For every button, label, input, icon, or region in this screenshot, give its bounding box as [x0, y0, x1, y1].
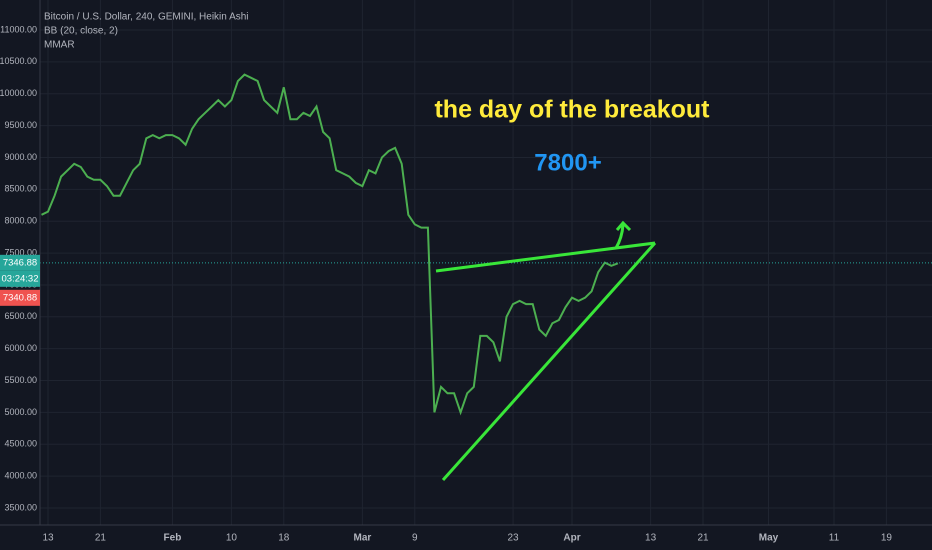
x-tick-label: 13	[42, 533, 54, 544]
y-tick-label: 3500.00	[4, 502, 37, 512]
price-tag-label: 7346.88	[3, 257, 37, 268]
annotation: the day of the breakout	[434, 96, 710, 124]
y-tick-label: 9000.00	[4, 152, 37, 162]
marks	[40, 73, 932, 416]
close-tag-label: 7340.88	[3, 292, 37, 303]
x-tick-label: Apr	[563, 533, 580, 544]
x-tick-label: 23	[507, 533, 519, 544]
y-tick-label: 6500.00	[4, 311, 37, 321]
y-tick-label: 8000.00	[4, 216, 37, 226]
countdown-tag	[0, 270, 40, 287]
price-tag	[0, 254, 40, 271]
close-tag	[0, 289, 40, 306]
y-tick-label: 10000.00	[0, 88, 37, 98]
x-tick-label: May	[759, 533, 779, 544]
chart-title: Bitcoin / U.S. Dollar, 240, GEMINI, Heik…	[44, 12, 249, 23]
y-tick-label: 10500.00	[0, 56, 37, 66]
x-tick-label: 11	[829, 533, 840, 544]
x-tick-label: 21	[95, 533, 107, 544]
trend-line	[435, 241, 656, 273]
x-tick-label: 9	[412, 533, 418, 544]
y-tick-label: 6000.00	[4, 343, 37, 353]
x-tick-label: Feb	[164, 533, 182, 544]
y-tick-label: 8500.00	[4, 184, 37, 194]
y-tick-label: 4500.00	[4, 439, 37, 449]
y-tick-label: 5500.00	[4, 375, 37, 385]
indicator: BB (20, close, 2)	[44, 26, 118, 37]
x-tick-label: 21	[697, 533, 709, 544]
countdown-label: 03:24:32	[2, 273, 39, 284]
price-line	[41, 73, 619, 416]
x-tick-label: 18	[278, 533, 290, 544]
annotation: 7800+	[534, 149, 601, 176]
y-tick-label: 9500.00	[4, 120, 37, 130]
y-tick-label: 7500.00	[4, 247, 37, 257]
arrow	[614, 220, 632, 249]
x-tick-label: 13	[645, 533, 657, 544]
x-tick-label: 19	[881, 533, 893, 544]
x-tick-label: 10	[226, 533, 238, 544]
trend-line	[441, 241, 657, 482]
indicator: MMAR	[44, 40, 75, 51]
y-tick-label: 5000.00	[4, 407, 37, 417]
x-tick-label: Mar	[354, 533, 372, 544]
y-tick-label: 4000.00	[4, 471, 37, 481]
y-tick-label: 11000.00	[0, 24, 37, 34]
